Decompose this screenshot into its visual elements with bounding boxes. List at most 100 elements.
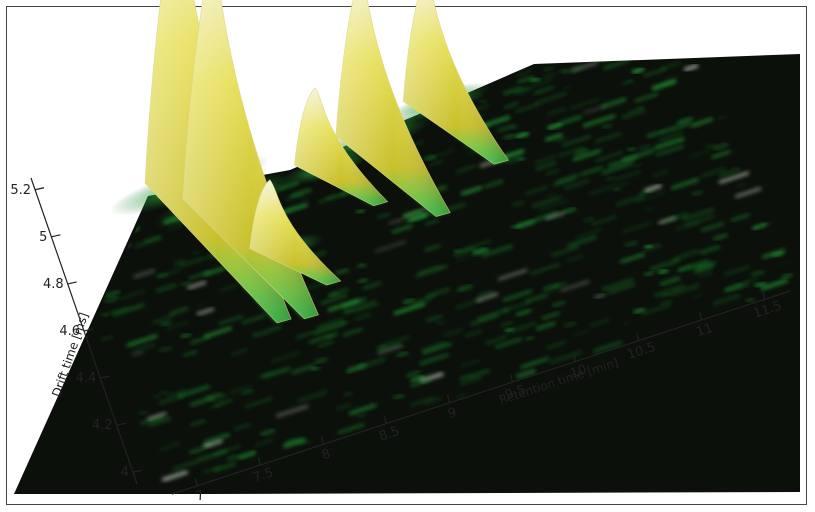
noise-streak: [583, 217, 595, 223]
noise-streak: [435, 321, 445, 325]
noise-streak: [693, 265, 714, 274]
noise-streak: [776, 260, 794, 267]
noise-streak: [600, 56, 613, 63]
noise-streak: [81, 203, 107, 213]
noise-streak: [543, 66, 554, 72]
noise-streak: [316, 318, 344, 329]
noise-streak: [476, 293, 498, 302]
noise-streak: [655, 145, 684, 156]
noise-streak: [105, 290, 121, 298]
noise-streak: [713, 233, 728, 241]
x-tick-mark: [383, 415, 387, 424]
noise-streak: [557, 146, 585, 157]
noise-streak: [424, 219, 440, 226]
noise-streak: [545, 212, 565, 220]
noise-streak: [189, 446, 206, 454]
noise-streak: [563, 86, 572, 90]
noise-streak: [419, 372, 444, 383]
noise-streak: [554, 16, 581, 25]
noise-streak: [290, 188, 312, 198]
x-tick-label: 9.5: [503, 382, 527, 403]
noise-streak: [174, 259, 186, 265]
noise-streak: [424, 154, 437, 161]
noise-streak: [300, 197, 310, 201]
peak-shading: [294, 87, 388, 206]
noise-streak: [335, 403, 352, 411]
x-tick-mark: [762, 291, 766, 300]
noise-streak: [620, 253, 645, 263]
noise-streak: [751, 269, 765, 277]
noise-streak: [603, 58, 630, 70]
noise-streak: [541, 312, 560, 320]
noise-streak: [535, 161, 557, 171]
noise-streak: [241, 389, 254, 395]
noise-streak: [638, 188, 654, 196]
noise-streak: [337, 423, 365, 434]
noise-streak: [357, 264, 368, 269]
noise-streak: [473, 247, 487, 254]
noise-streak: [169, 440, 179, 445]
noise-streak: [218, 315, 244, 325]
noise-streak: [148, 417, 171, 426]
noise-streak: [219, 284, 239, 292]
noise-streak: [552, 301, 566, 307]
noise-streak: [203, 433, 230, 444]
noise-streak: [455, 394, 466, 399]
noise-streak: [556, 173, 581, 183]
noise-streak: [754, 281, 767, 288]
noise-streak: [286, 192, 304, 201]
noise-streak: [196, 307, 215, 316]
noise-streak: [571, 330, 590, 337]
noise-streak: [713, 143, 729, 150]
noise-streak: [402, 298, 415, 304]
noise-streak: [516, 309, 532, 316]
noise-streak: [664, 0, 682, 2]
noise-streak: [644, 271, 654, 277]
noise-streak: [538, 199, 569, 211]
noise-streak: [530, 77, 541, 83]
noise-streak: [455, 254, 475, 262]
noise-streak: [484, 179, 504, 189]
y-tick-label: 4.8: [43, 277, 64, 292]
noise-streak: [314, 357, 328, 364]
noise-streak: [621, 221, 653, 233]
noise-streak: [282, 125, 297, 132]
noise-streak: [228, 385, 253, 395]
noise-streak: [461, 240, 492, 251]
y-tick-label: 4: [121, 465, 129, 480]
noise-streak: [649, 259, 681, 271]
noise-streak: [471, 69, 502, 81]
noise-streak: [687, 149, 712, 158]
noise-streak: [562, 207, 577, 214]
noise-streak: [94, 177, 122, 189]
noise-streak: [606, 33, 636, 43]
noise-streak: [112, 303, 145, 316]
noise-streak: [601, 162, 634, 174]
noise-streak: [716, 115, 728, 121]
noise-streak: [700, 167, 726, 178]
noise-streak: [317, 340, 334, 348]
noise-streak: [480, 33, 507, 42]
noise-streak: [569, 98, 600, 110]
noise-streak: [477, 290, 494, 298]
noise-streak: [660, 121, 691, 134]
noise-streak: [396, 351, 409, 357]
noise-streak: [554, 36, 583, 45]
noise-streak: [113, 179, 125, 186]
y-tick-mark: [100, 375, 110, 379]
noise-streak: [762, 249, 786, 259]
noise-streak: [547, 122, 562, 130]
noise-streak: [119, 289, 146, 300]
noise-streak: [495, 337, 523, 349]
noise-streak: [575, 228, 603, 239]
noise-streak: [552, 176, 577, 187]
y-tick-label: 4.6: [59, 324, 80, 339]
noise-streak: [335, 268, 350, 275]
y-tick-mark: [83, 328, 94, 332]
noise-streak: [682, 208, 715, 221]
noise-streak: [545, 133, 563, 141]
noise-streak: [375, 344, 387, 351]
y-tick-mark: [132, 469, 143, 473]
y-ticks: 4 4.2 4.4 4.6 4.8 5 5.2: [10, 183, 143, 480]
